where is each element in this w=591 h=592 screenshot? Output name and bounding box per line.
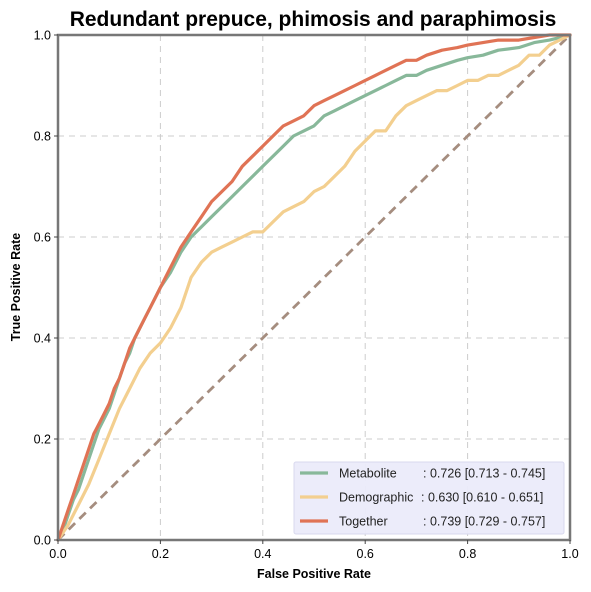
legend-auc-demographic: : 0.630 [0.610 - 0.651] [421, 491, 543, 505]
x-tick-label: 1.0 [561, 547, 578, 561]
legend-auc-metabolite: : 0.726 [0.713 - 0.745] [423, 467, 545, 481]
y-tick-label: 0.0 [34, 534, 51, 548]
y-tick-label: 0.2 [34, 433, 51, 447]
chart-title: Redundant prepuce, phimosis and paraphim… [70, 8, 557, 31]
y-axis-label: True Positive Rate [9, 233, 23, 341]
x-tick-label: 0.4 [254, 547, 271, 561]
legend-auc-together: : 0.739 [0.729 - 0.757] [423, 515, 545, 529]
x-tick-label: 0.6 [357, 547, 374, 561]
y-tick-label: 0.8 [34, 130, 51, 144]
y-tick-label: 0.4 [34, 332, 51, 346]
y-axis-ticks: 0.0 0.2 0.4 0.6 0.8 1.0 [34, 29, 58, 548]
legend-label-together: Together [339, 515, 388, 529]
x-axis-ticks: 0.0 0.2 0.4 0.6 0.8 1.0 [49, 540, 578, 561]
x-tick-label: 0.2 [152, 547, 169, 561]
legend-label-metabolite: Metabolite [339, 467, 397, 481]
legend-label-demographic: Demographic [339, 491, 413, 505]
x-tick-label: 0.8 [459, 547, 476, 561]
y-tick-label: 1.0 [34, 29, 51, 43]
legend: Metabolite : 0.726 [0.713 - 0.745] Demogra… [294, 462, 564, 534]
y-tick-label: 0.6 [34, 231, 51, 245]
x-axis-label: False Positive Rate [257, 567, 371, 581]
x-tick-label: 0.0 [49, 547, 66, 561]
